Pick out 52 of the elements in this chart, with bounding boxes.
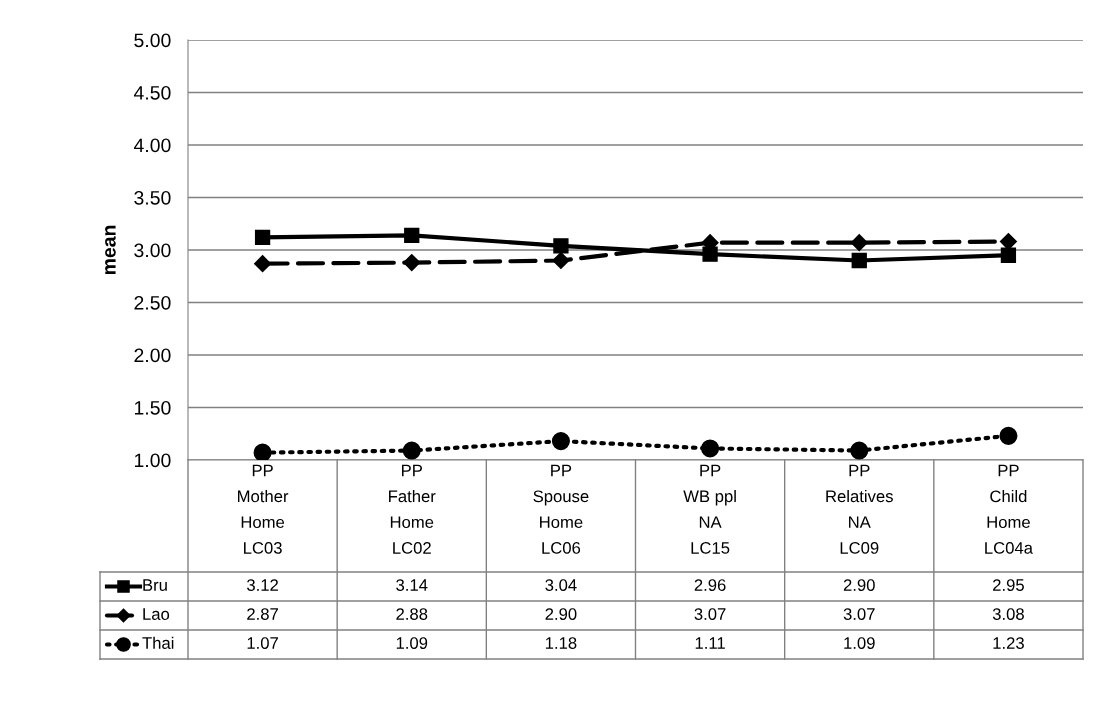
x-tick-label: PP Mother Home LC03 bbox=[238, 464, 289, 554]
point bbox=[551, 432, 570, 451]
y-tick-label: 2.50 bbox=[134, 295, 171, 310]
data-label: 1.09 bbox=[396, 637, 428, 649]
data-label: 3.04 bbox=[545, 579, 577, 591]
legend-label: Thai bbox=[142, 636, 174, 649]
point bbox=[999, 426, 1018, 445]
point bbox=[254, 255, 272, 273]
x-tick-label: PP Relatives NA LC09 bbox=[826, 464, 893, 554]
y-tick-label: 2.00 bbox=[134, 348, 171, 363]
data-label: 2.88 bbox=[396, 608, 428, 620]
y-tick-label: 3.00 bbox=[134, 243, 171, 258]
point bbox=[404, 227, 420, 243]
data-label: 2.96 bbox=[694, 579, 726, 591]
point bbox=[1000, 247, 1017, 263]
data-label: 3.07 bbox=[843, 608, 875, 620]
y-tick-label: 1.00 bbox=[134, 453, 171, 468]
y-axis-title: mean bbox=[105, 225, 116, 275]
point bbox=[553, 238, 569, 254]
y-tick-label: 3.50 bbox=[134, 190, 171, 205]
y-tick-label: 5.00 bbox=[134, 33, 171, 48]
data-label: 1.11 bbox=[695, 637, 725, 649]
point bbox=[254, 229, 271, 246]
legend-label: Lao bbox=[143, 608, 170, 620]
point bbox=[850, 441, 869, 460]
data-label: 3.12 bbox=[247, 579, 278, 591]
x-tick-label: PP WB ppl NA LC15 bbox=[683, 464, 736, 554]
data-label: 2.90 bbox=[545, 608, 577, 620]
point bbox=[253, 443, 272, 460]
data-label: 2.95 bbox=[993, 579, 1024, 591]
data-label: 1.07 bbox=[247, 637, 278, 649]
y-tick-label: 4.00 bbox=[133, 138, 171, 153]
point bbox=[701, 439, 720, 458]
data-label: 2.90 bbox=[843, 579, 875, 591]
data-label: 1.23 bbox=[993, 637, 1024, 649]
point bbox=[403, 254, 421, 272]
point bbox=[850, 234, 868, 252]
data-label: 1.09 bbox=[844, 637, 875, 649]
point bbox=[402, 441, 421, 460]
y-tick-label: 4.50 bbox=[133, 85, 171, 100]
data-label: 3.07 bbox=[694, 608, 726, 620]
legend-label: Bru bbox=[143, 579, 167, 591]
x-tick-label: PP Spouse Home LC06 bbox=[533, 464, 589, 554]
x-tick-label: PP Child Home LC04a bbox=[985, 464, 1033, 554]
data-label: 1.18 bbox=[545, 637, 577, 649]
data-label: 3.08 bbox=[992, 608, 1024, 620]
x-tick-label: PP Father Home LC02 bbox=[389, 464, 436, 554]
y-tick-label: 1.50 bbox=[134, 400, 171, 415]
point bbox=[552, 251, 570, 270]
data-label: 2.87 bbox=[247, 608, 278, 620]
data-label: 3.14 bbox=[396, 579, 428, 591]
point bbox=[851, 252, 867, 269]
